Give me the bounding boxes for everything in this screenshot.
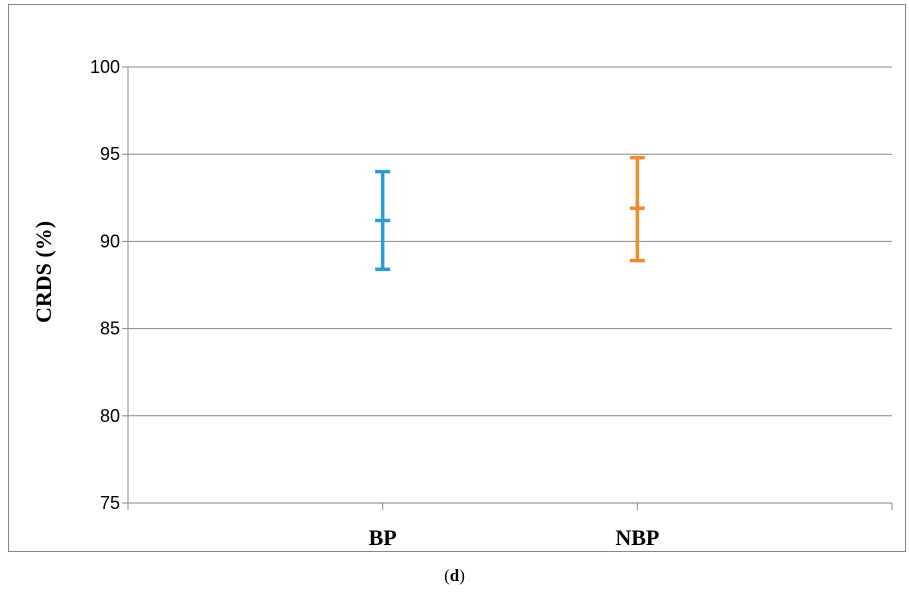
y-tick-label: 95 bbox=[100, 144, 120, 164]
grid-lines bbox=[128, 66, 892, 417]
caption-letter: d bbox=[449, 566, 460, 585]
error-bars bbox=[375, 155, 645, 272]
category-label-nbp: NBP bbox=[615, 525, 659, 550]
y-tick-label: 80 bbox=[100, 406, 120, 426]
axes bbox=[122, 66, 893, 510]
y-tick-label: 75 bbox=[100, 493, 120, 513]
caption-close-paren: ) bbox=[459, 566, 465, 585]
y-axis-title: CRDS (%) bbox=[31, 221, 56, 323]
figure-caption: (d) bbox=[0, 566, 909, 586]
chart-area bbox=[8, 4, 906, 552]
error-bar-bp bbox=[375, 169, 391, 272]
x-category-labels: BP NBP bbox=[369, 525, 660, 550]
y-tick-labels: 75 80 85 90 95 100 bbox=[90, 57, 120, 513]
caption-open-paren: ( bbox=[444, 566, 450, 585]
error-bar-nbp bbox=[629, 155, 645, 263]
y-tick-label: 100 bbox=[90, 57, 120, 77]
y-tick-label: 90 bbox=[100, 231, 120, 251]
y-tick-label: 85 bbox=[100, 319, 120, 339]
category-label-bp: BP bbox=[369, 525, 397, 550]
